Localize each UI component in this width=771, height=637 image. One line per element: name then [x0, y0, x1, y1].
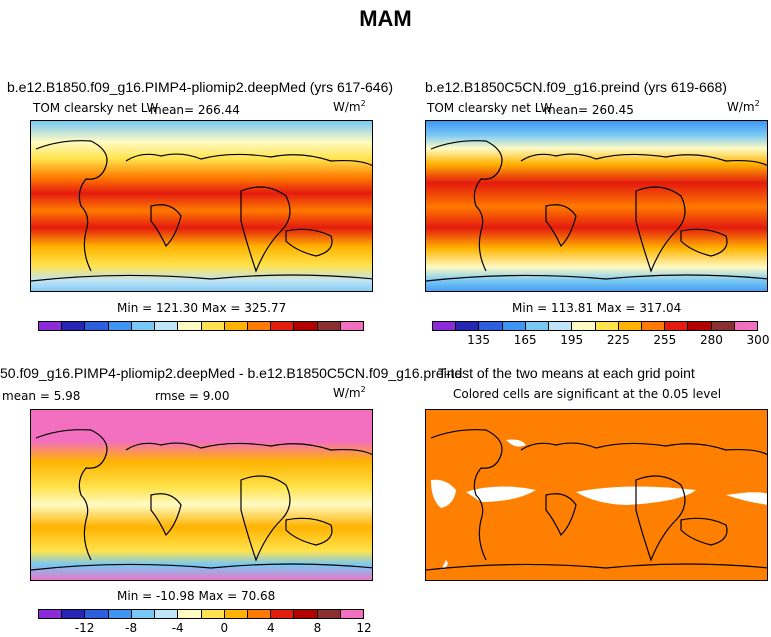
colorbar-swatch: [502, 322, 526, 330]
panel3-units: W/m2: [333, 385, 366, 400]
colorbar-swatch: [340, 610, 364, 618]
colorbar-swatch: [618, 322, 642, 330]
colorbar-swatch: [294, 610, 318, 618]
colorbar-tick-label: 300: [746, 333, 770, 347]
panel1-mean: mean= 266.44: [150, 103, 240, 117]
colorbar-tick-label: 135: [467, 333, 491, 347]
colorbar-swatch: [85, 322, 109, 330]
colorbar-swatch: [665, 322, 689, 330]
colorbar-tick-label: 255: [653, 333, 677, 347]
colorbar-swatch: [247, 610, 272, 618]
colorbar-swatch: [131, 610, 156, 618]
colorbar-swatch: [155, 610, 179, 618]
colorbar-tick-label: -4: [171, 621, 184, 635]
colorbar-swatch: [224, 610, 248, 618]
panel4-continents: [426, 429, 767, 571]
panel1-variable: TOM clearsky net LW: [33, 101, 159, 115]
colorbar-tick-label: -12: [74, 621, 95, 635]
panel3-rmse: rmse = 9.00: [155, 389, 230, 403]
colorbar-swatch: [595, 322, 619, 330]
colorbar-swatch: [317, 322, 341, 330]
panel2-title: b.e12.B1850C5CN.f09_g16.preind (yrs 619-…: [425, 79, 727, 95]
panel3-title: 50.f09_g16.PIMP4-pliomip2.deepMed - b.e1…: [0, 365, 463, 381]
panel3-continents: [31, 429, 372, 571]
colorbar-tick-label: 165: [513, 333, 537, 347]
colorbar-swatch: [433, 322, 457, 330]
colorbar-swatch: [688, 322, 712, 330]
panel4-title: T-test of the two means at each grid poi…: [438, 365, 695, 381]
colorbar-tick-label: 0: [220, 621, 229, 635]
panel1-minmax: Min = 121.30 Max = 325.77: [117, 301, 287, 315]
colorbar-tick-label: 8: [313, 621, 322, 635]
colorbar-swatch: [247, 322, 272, 330]
top-colorbar: [38, 321, 364, 331]
panel3-mean: mean = 5.98: [2, 389, 81, 403]
colorbar-swatch: [224, 322, 248, 330]
colorbar-swatch: [294, 322, 318, 330]
colorbar-swatch: [641, 322, 666, 330]
colorbar-swatch: [85, 610, 109, 618]
top-right-colorbar: [432, 321, 758, 331]
colorbar-swatch: [340, 322, 364, 330]
colorbar-swatch: [178, 322, 202, 330]
colorbar-tick-label: 4: [267, 621, 275, 635]
panel4-subtitle: Colored cells are significant at the 0.0…: [453, 387, 722, 401]
colorbar-swatch: [108, 322, 132, 330]
colorbar-swatch: [456, 322, 480, 330]
panel2-map: [425, 120, 768, 292]
colorbar-tick-label: 12: [356, 621, 372, 635]
colorbar-swatch: [271, 322, 295, 330]
colorbar-swatch: [479, 322, 503, 330]
colorbar-swatch: [108, 610, 132, 618]
figure-suptitle: MAM: [359, 6, 412, 31]
colorbar-swatch: [271, 610, 295, 618]
panel3-map: [30, 409, 373, 581]
panel4-map: [425, 409, 768, 581]
colorbar-swatch: [201, 322, 225, 330]
panel2-minmax: Min = 113.81 Max = 317.04: [512, 301, 682, 315]
colorbar-swatch: [131, 322, 156, 330]
colorbar-tick-label: 225: [606, 333, 630, 347]
colorbar-swatch: [525, 322, 550, 330]
colorbar-swatch: [711, 322, 735, 330]
panel3-minmax: Min = -10.98 Max = 70.68: [117, 589, 276, 603]
bottom-colorbar: [38, 609, 364, 619]
colorbar-swatch: [155, 322, 179, 330]
panel1-map: [30, 120, 373, 292]
colorbar-swatch: [39, 610, 63, 618]
colorbar-swatch: [734, 322, 758, 330]
colorbar-swatch: [39, 322, 63, 330]
colorbar-tick-label: -8: [125, 621, 138, 635]
colorbar-swatch: [201, 610, 225, 618]
panel2-continents: [426, 140, 767, 282]
panel2-variable: TOM clearsky net LW: [427, 101, 553, 115]
colorbar-swatch: [549, 322, 573, 330]
panel2-mean: mean= 260.45: [544, 103, 634, 117]
colorbar-tick-label: 280: [699, 333, 723, 347]
colorbar-swatch: [62, 322, 86, 330]
colorbar-swatch: [572, 322, 596, 330]
panel1-units: W/m2: [333, 99, 366, 114]
colorbar-swatch: [317, 610, 341, 618]
panel1-title: b.e12.B1850.f09_g16.PIMP4-pliomip2.deepM…: [7, 79, 394, 95]
colorbar-swatch: [178, 610, 202, 618]
colorbar-swatch: [62, 610, 86, 618]
panel1-continents: [31, 140, 372, 282]
colorbar-tick-label: 195: [560, 333, 584, 347]
panel2-units: W/m2: [727, 99, 760, 114]
